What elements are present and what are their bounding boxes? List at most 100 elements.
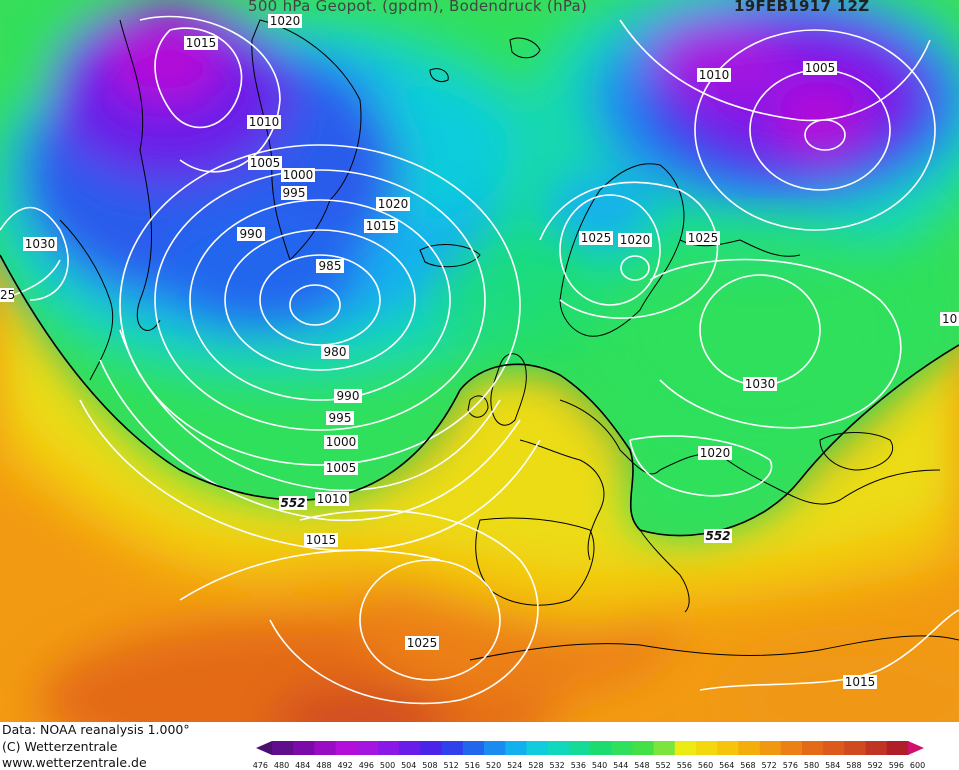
scale-label: 476	[253, 761, 268, 770]
svg-text:1030: 1030	[25, 237, 56, 251]
svg-text:10: 10	[942, 312, 957, 326]
svg-text:985: 985	[319, 259, 342, 273]
isobar-label: 1005	[248, 156, 282, 170]
color-scale: 476 480 484 488 492 496 500 504 508 512 516 520 524 5…	[253, 741, 925, 770]
scale-label: 564	[719, 761, 734, 770]
scale-swatch	[547, 741, 570, 755]
scale-swatch	[823, 741, 845, 755]
scale-label: 556	[677, 761, 692, 770]
scale-swatch	[272, 741, 294, 755]
isobar-label: 1020	[376, 197, 410, 211]
scale-label: 548	[634, 761, 649, 770]
scale-label: 516	[465, 761, 480, 770]
isobar-label: 985	[316, 259, 344, 273]
svg-text:1010: 1010	[317, 492, 348, 506]
scale-swatch	[632, 741, 655, 755]
scale-label: 576	[783, 761, 798, 770]
isobar-label: 1010	[315, 492, 349, 506]
isobar-label: 1005	[324, 461, 358, 475]
svg-text:990: 990	[337, 389, 360, 403]
isobar-label: 1000	[281, 168, 315, 182]
credit-url[interactable]: www.wetterzentrale.de	[2, 755, 147, 770]
isobar-labels: 1020 1015 1010 1005 1000 995 990 985 980…	[0, 14, 959, 689]
scale-swatch	[356, 741, 379, 755]
svg-text:1005: 1005	[805, 61, 836, 75]
svg-text:980: 980	[324, 345, 347, 359]
isobar-label: 10	[940, 312, 959, 326]
scale-swatch	[696, 741, 718, 755]
svg-text:25: 25	[0, 288, 15, 302]
isobar-label: 1025	[579, 231, 613, 245]
svg-text:1030: 1030	[745, 377, 776, 391]
contour-label: 552	[704, 529, 732, 543]
scale-swatch	[780, 741, 803, 755]
scale-label: 484	[295, 761, 310, 770]
svg-text:1025: 1025	[581, 231, 612, 245]
svg-text:1015: 1015	[306, 533, 337, 547]
isobar-label: 1010	[247, 115, 281, 129]
isobar-label: 1030	[23, 237, 57, 251]
contour-552-labels: 552 552	[279, 496, 732, 543]
scale-label: 520	[486, 761, 501, 770]
scale-swatch	[335, 741, 358, 755]
scale-swatch	[590, 741, 612, 755]
scale-label: 560	[698, 761, 713, 770]
scale-label: 504	[401, 761, 416, 770]
scale-label: 536	[571, 761, 586, 770]
isobar-label: 1025	[405, 636, 439, 650]
scale-swatch	[505, 741, 527, 755]
coastlines	[59, 19, 959, 661]
svg-text:1005: 1005	[326, 461, 357, 475]
scale-label: 588	[846, 761, 861, 770]
svg-text:1020: 1020	[270, 14, 301, 28]
svg-text:1020: 1020	[378, 197, 409, 211]
scale-swatch	[420, 741, 443, 755]
isobar-label: 980	[321, 345, 349, 359]
scale-label: 552	[655, 761, 670, 770]
credit-copyright: (C) Wetterzentrale	[2, 739, 118, 754]
isobar-label: 1015	[304, 533, 338, 547]
isobar-label: 1015	[843, 675, 877, 689]
scale-swatch	[526, 741, 549, 755]
scale-swatch	[802, 741, 824, 755]
isobar-label: 1030	[743, 377, 777, 391]
isobar-label: 990	[237, 227, 265, 241]
isobar-label: 1015	[364, 219, 398, 233]
scale-label: 540	[592, 761, 607, 770]
scale-label: 584	[825, 761, 840, 770]
scale-swatch	[759, 741, 782, 755]
svg-text:1000: 1000	[326, 435, 357, 449]
contour-552	[0, 254, 959, 537]
scale-label: 508	[422, 761, 437, 770]
svg-text:995: 995	[329, 411, 352, 425]
scale-label: 528	[528, 761, 543, 770]
scale-label: 592	[867, 761, 882, 770]
svg-text:1020: 1020	[700, 446, 731, 460]
scale-swatch	[886, 741, 909, 755]
scale-swatch	[674, 741, 697, 755]
scale-label: 596	[889, 761, 904, 770]
scale-label: 496	[359, 761, 374, 770]
scale-swatch	[314, 741, 337, 755]
isobars	[0, 15, 959, 705]
contour-label: 552	[279, 496, 307, 510]
scale-swatch	[865, 741, 888, 755]
scale-swatch	[441, 741, 464, 755]
svg-text:1020: 1020	[620, 233, 651, 247]
isobar-label: 1015	[184, 36, 218, 50]
scale-swatch	[293, 741, 315, 755]
scale-swatch	[844, 741, 867, 755]
isobar-label: 1025	[686, 231, 720, 245]
scale-label: 572	[761, 761, 776, 770]
isobar-label: 995	[326, 411, 354, 425]
scale-label: 480	[274, 761, 289, 770]
scale-arrow-left	[256, 741, 272, 755]
isobar-label: 1010	[697, 68, 731, 82]
scale-swatch	[484, 741, 506, 755]
scale-label: 500	[380, 761, 395, 770]
svg-text:1015: 1015	[845, 675, 876, 689]
isobar-label: 1020	[618, 233, 652, 247]
scale-swatch	[399, 741, 421, 755]
svg-text:1015: 1015	[366, 219, 397, 233]
